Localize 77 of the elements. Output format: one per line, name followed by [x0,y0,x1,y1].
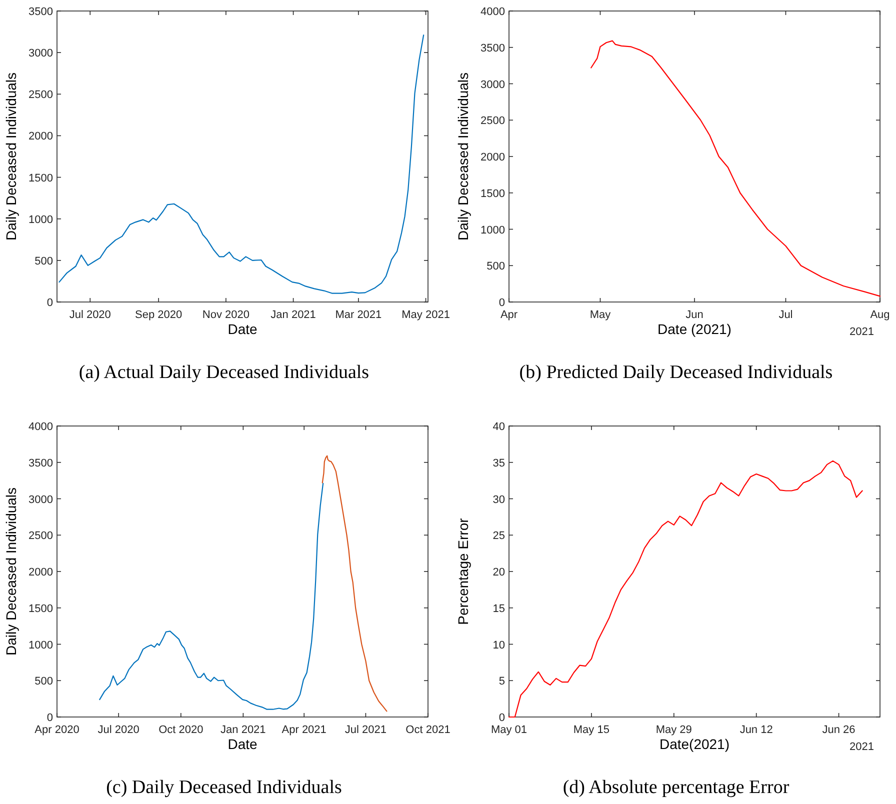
y-tick-label: 1000 [480,224,505,236]
x-tick-label: Jul 2020 [69,309,111,321]
y-tick-label: 3500 [480,42,505,54]
x-tick-label: Nov 2020 [202,309,250,321]
y-tick-label: 35 [492,457,505,470]
x-tick-label: May 01 [490,724,528,736]
x-tick-label: Jun 26 [822,724,856,736]
y-tick-label: 4000 [480,6,505,18]
text: (b) Predicted Daily Deceased Individuals [519,362,833,383]
y-axis-title: Daily Deceased Individuals [3,487,19,656]
y-tick-label: 30 [492,494,505,506]
x-tick-label: Jul 2020 [98,724,140,736]
y-tick-label: 1000 [28,214,53,226]
text: 2021 [850,326,874,338]
y-tick-label: 2500 [28,89,53,102]
x-tick-label: Jun 12 [740,724,773,736]
line-series [322,455,388,712]
x-tick-label: Jan 2021 [270,309,316,321]
x-tick-label: Oct 2021 [406,724,450,736]
y-tick-label: 4000 [28,421,53,433]
text: 2021 [850,741,874,753]
text: (c) Daily Deceased Individuals [106,777,342,798]
y-tick-label: 1500 [28,172,53,184]
x-tick-label: Apr 2020 [34,724,80,736]
x-tick-label: Aug [870,309,890,321]
y-tick-label: 3500 [28,6,53,18]
y-axis-title: Daily Deceased Individuals [3,72,19,241]
x-tick-label: May 15 [573,724,610,736]
y-tick-label: 1500 [28,602,53,615]
y-axis-title: Percentage Error [455,518,471,625]
line-series [58,34,424,294]
y-tick-label: 0 [46,712,53,724]
y-tick-label: 2000 [28,130,53,143]
x-axis-title: Date [228,321,258,337]
x-tick-label: Apr [500,309,518,321]
y-tick-label: 3000 [480,78,505,91]
y-tick-label: 0 [498,297,505,309]
line-series [590,40,881,297]
text: (a) Actual Daily Deceased Individuals [78,362,370,383]
y-tick-label: 5 [498,676,505,688]
x-tick-label: Oct 2020 [158,724,204,736]
y-tick-label: 20 [492,566,505,578]
y-tick-label: 2500 [480,115,505,128]
y-tick-label: 25 [492,530,505,542]
y-tick-label: 40 [492,421,505,433]
y-tick-label: 2500 [28,530,53,542]
y-tick-label: 15 [492,602,505,615]
y-tick-label: 0 [498,712,505,724]
x-tick-label: Jul [778,309,793,321]
y-tick-label: 3500 [28,457,53,470]
x-tick-label: Jan 2021 [220,724,266,736]
x-tick-label: May 2021 [402,309,450,321]
x-tick-label: May [590,309,612,321]
y-tick-label: 2000 [480,152,505,164]
x-axis-title: Date [228,736,258,752]
y-tick-label: 1000 [28,639,53,652]
y-tick-label: 3000 [28,48,53,60]
line-series [508,460,863,718]
y-tick-label: 1500 [480,188,505,200]
y-axis-title: Daily Deceased Individuals [455,72,471,241]
y-tick-label: 2000 [28,566,53,578]
x-tick-label: Mar 2021 [335,309,382,321]
x-axis-title: Date (2021) [658,321,732,337]
y-tick-label: 0 [46,297,53,309]
x-tick-label: Jul 2021 [344,724,387,736]
line-series [99,482,324,710]
text: (d) Absolute percentage Error [562,777,790,798]
y-tick-label: 10 [492,639,505,652]
x-tick-label: Apr 2021 [282,724,326,736]
y-tick-label: 500 [34,676,53,688]
x-tick-label: Jun [686,309,704,321]
x-tick-label: Sep 2020 [135,309,182,321]
y-tick-label: 500 [486,260,505,273]
x-tick-label: May 29 [656,724,692,736]
x-axis-title: Date(2021) [659,736,730,752]
y-tick-label: 3000 [28,494,53,506]
y-tick-label: 500 [34,255,53,268]
